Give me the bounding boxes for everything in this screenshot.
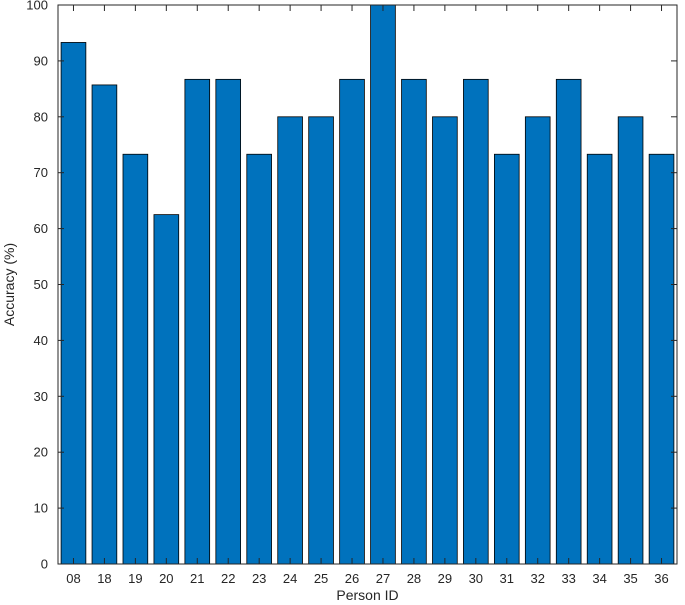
plot-frame — [57, 4, 678, 565]
y-tick-label: 90 — [34, 53, 48, 68]
y-tick-label: 100 — [26, 0, 48, 13]
bar-21 — [184, 78, 211, 565]
y-tick-label: 10 — [34, 501, 48, 516]
x-tick-label: 28 — [407, 571, 421, 586]
y-axis-label: Accuracy (%) — [1, 243, 17, 326]
bar-27 — [370, 4, 396, 565]
x-tick-label: 22 — [221, 571, 235, 586]
bar-31 — [493, 153, 520, 565]
x-tick-label: 32 — [530, 571, 544, 586]
x-tick-label: 33 — [561, 571, 575, 586]
x-tick-label: 29 — [438, 571, 452, 586]
bars-group — [60, 4, 675, 565]
x-tick-label: 34 — [592, 571, 606, 586]
bar-35 — [617, 116, 644, 565]
bar-24 — [277, 116, 303, 565]
x-tick-label: 19 — [128, 571, 142, 586]
x-tick-label: 21 — [190, 571, 204, 586]
x-tick-label: 23 — [252, 571, 266, 586]
bar-19 — [122, 153, 149, 565]
bar-36 — [648, 153, 675, 565]
x-tick-label: 27 — [376, 571, 390, 586]
y-tick-label: 50 — [34, 277, 48, 292]
y-tick-label: 70 — [34, 165, 48, 180]
y-tick-label: 80 — [34, 109, 48, 124]
bar-22 — [215, 78, 242, 565]
y-tick-label: 0 — [41, 557, 48, 572]
bar-26 — [339, 78, 365, 565]
bar-18 — [91, 84, 118, 565]
y-tick-label: 40 — [34, 333, 48, 348]
y-tick-label: 60 — [34, 221, 48, 236]
x-axis-ticks: 08 18 19 20 21 22 23 24 25 26 27 28 29 30 31 32 33 34 35 36 — [66, 5, 669, 586]
x-tick-label: 20 — [159, 571, 173, 586]
x-tick-label: 35 — [623, 571, 637, 586]
bar-23 — [246, 153, 272, 565]
x-tick-label: 18 — [97, 571, 111, 586]
y-tick-label: 30 — [34, 389, 48, 404]
x-tick-label: 08 — [66, 571, 80, 586]
bar-32 — [524, 116, 551, 565]
bar-08 — [60, 42, 87, 565]
x-tick-label: 30 — [469, 571, 483, 586]
bar-30 — [463, 78, 489, 565]
x-tick-label: 24 — [283, 571, 297, 586]
x-axis-label: Person ID — [336, 587, 398, 603]
bar-20 — [153, 214, 180, 565]
y-axis-ticks: 0 10 20 30 40 50 60 70 80 90 100 — [26, 0, 677, 572]
bar-29 — [432, 116, 458, 565]
bar-33 — [555, 78, 582, 565]
x-tick-label: 36 — [654, 571, 668, 586]
x-tick-label: 25 — [314, 571, 328, 586]
x-tick-label: 26 — [345, 571, 359, 586]
x-tick-label: 31 — [500, 571, 514, 586]
bar-25 — [308, 116, 334, 565]
bar-28 — [401, 78, 427, 565]
y-tick-label: 20 — [34, 445, 48, 460]
bar-34 — [586, 153, 613, 565]
